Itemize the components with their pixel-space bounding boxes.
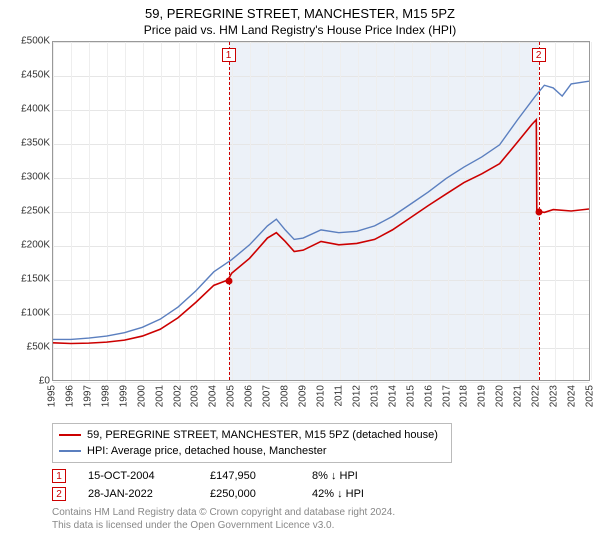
- x-tick-label: 1999: [118, 385, 129, 407]
- legend-swatch: [59, 434, 81, 436]
- legend-item: 59, PEREGRINE STREET, MANCHESTER, M15 5P…: [59, 427, 445, 443]
- series-hpi: [53, 81, 589, 339]
- x-tick-label: 2017: [441, 385, 452, 407]
- x-tick-label: 2013: [369, 385, 380, 407]
- event-row-pct: 8% ↓ HPI: [312, 470, 358, 482]
- line-layer: [53, 42, 589, 380]
- chart-title: 59, PEREGRINE STREET, MANCHESTER, M15 5P…: [8, 6, 592, 21]
- y-tick-label: £300K: [21, 172, 50, 183]
- x-tick-label: 2012: [351, 385, 362, 407]
- y-tick-label: £100K: [21, 308, 50, 319]
- x-tick-label: 2003: [190, 385, 201, 407]
- y-tick-label: £500K: [21, 36, 50, 47]
- y-tick-label: £350K: [21, 138, 50, 149]
- x-tick-label: 2006: [244, 385, 255, 407]
- x-tick-label: 2011: [333, 385, 344, 407]
- event-row-price: £250,000: [210, 488, 290, 500]
- x-tick-label: 2019: [477, 385, 488, 407]
- event-row: 1 15-OCT-2004 £147,950 8% ↓ HPI: [52, 467, 592, 485]
- event-table: 1 15-OCT-2004 £147,950 8% ↓ HPI 2 28-JAN-2022…: [52, 467, 592, 503]
- x-tick-label: 2016: [423, 385, 434, 407]
- x-tick-label: 1997: [82, 385, 93, 407]
- x-tick-label: 2018: [459, 385, 470, 407]
- legend-item: HPI: Average price, detached house, Manc…: [59, 443, 445, 459]
- gridline-v: [591, 42, 592, 380]
- x-tick-label: 2005: [226, 385, 237, 407]
- x-tick-label: 2024: [567, 385, 578, 407]
- attribution-line-1: Contains HM Land Registry data © Crown c…: [52, 507, 592, 520]
- x-tick-label: 2023: [549, 385, 560, 407]
- series-property: [53, 120, 589, 344]
- legend-box: 59, PEREGRINE STREET, MANCHESTER, M15 5P…: [52, 423, 452, 463]
- y-tick-label: £400K: [21, 104, 50, 115]
- event-row-price: £147,950: [210, 470, 290, 482]
- y-tick-label: £450K: [21, 70, 50, 81]
- event-row: 2 28-JAN-2022 £250,000 42% ↓ HPI: [52, 485, 592, 503]
- y-tick-label: £200K: [21, 240, 50, 251]
- x-tick-label: 2020: [495, 385, 506, 407]
- x-tick-label: 2014: [387, 385, 398, 407]
- chart-area: £0£50K£100K£150K£200K£250K£300K£350K£400…: [8, 41, 592, 421]
- x-tick-label: 1995: [47, 385, 58, 407]
- legend-swatch: [59, 450, 81, 452]
- x-tick-label: 2010: [316, 385, 327, 407]
- event-row-badge: 1: [52, 469, 66, 483]
- event-row-date: 15-OCT-2004: [88, 470, 188, 482]
- x-tick-label: 2001: [154, 385, 165, 407]
- chart-container: 59, PEREGRINE STREET, MANCHESTER, M15 5P…: [0, 0, 600, 536]
- x-tick-label: 2025: [585, 385, 596, 407]
- x-tick-label: 2007: [262, 385, 273, 407]
- chart-subtitle: Price paid vs. HM Land Registry's House …: [8, 23, 592, 37]
- x-tick-label: 2002: [172, 385, 183, 407]
- event-row-pct: 42% ↓ HPI: [312, 488, 364, 500]
- x-tick-label: 2015: [405, 385, 416, 407]
- x-tick-label: 2008: [280, 385, 291, 407]
- event-row-badge: 2: [52, 487, 66, 501]
- y-tick-label: £250K: [21, 206, 50, 217]
- x-tick-label: 1996: [64, 385, 75, 407]
- event-line-1: [229, 42, 230, 380]
- event-dot-1: [225, 278, 232, 285]
- event-badge-1: 1: [222, 48, 236, 62]
- legend-label: HPI: Average price, detached house, Manc…: [87, 445, 327, 457]
- x-tick-label: 2021: [513, 385, 524, 407]
- x-axis: 1995199619971998199920002001200220032004…: [52, 381, 590, 421]
- plot-area: 12: [52, 41, 590, 381]
- x-tick-label: 2022: [531, 385, 542, 407]
- event-row-date: 28-JAN-2022: [88, 488, 188, 500]
- event-badge-2: 2: [532, 48, 546, 62]
- x-tick-label: 2000: [136, 385, 147, 407]
- x-tick-label: 2009: [298, 385, 309, 407]
- x-tick-label: 1998: [100, 385, 111, 407]
- event-dot-2: [535, 209, 542, 216]
- attribution-line-2: This data is licensed under the Open Gov…: [52, 520, 592, 533]
- legend-label: 59, PEREGRINE STREET, MANCHESTER, M15 5P…: [87, 429, 438, 441]
- attribution-text: Contains HM Land Registry data © Crown c…: [52, 507, 592, 532]
- y-tick-label: £50K: [27, 342, 50, 353]
- y-axis: £0£50K£100K£150K£200K£250K£300K£350K£400…: [8, 41, 50, 381]
- y-tick-label: £150K: [21, 274, 50, 285]
- x-tick-label: 2004: [208, 385, 219, 407]
